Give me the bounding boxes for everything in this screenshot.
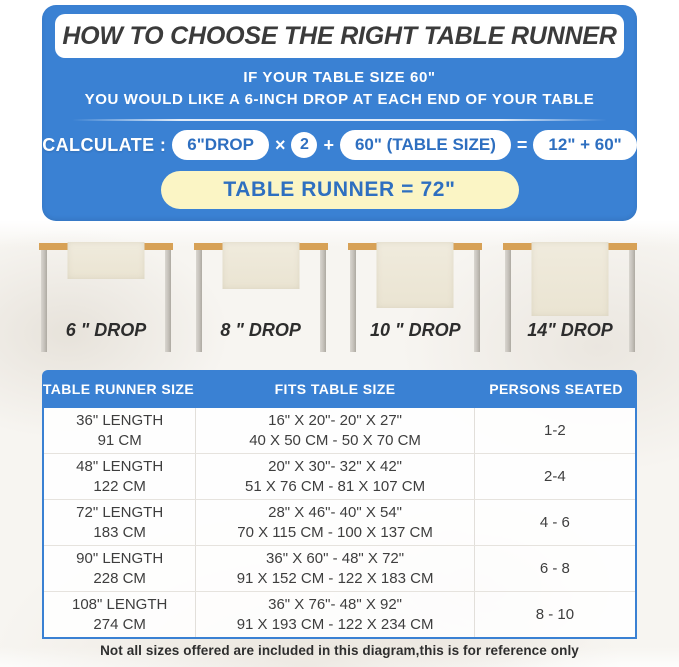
result-pill: TABLE RUNNER = 72" xyxy=(160,171,519,209)
equals-sign: = xyxy=(516,134,528,155)
table-row: 108" LENGTH 274 CM 36" X 76"- 48" X 92" 91 … xyxy=(44,591,635,637)
table-figure: 10 " DROP xyxy=(348,242,483,355)
runner-size-cell: 90" LENGTH 228 CM xyxy=(76,550,164,587)
runner-size-cell: 72" LENGTH 183 CM xyxy=(76,504,164,541)
table-row: 90" LENGTH 228 CM 36" X 60" - 48" X 72" 91 … xyxy=(44,545,635,591)
drop-diagram: 6 " DROP 8 " DROP 10 " DROP 14" DROP xyxy=(39,242,637,355)
multiplier-circle: 2 xyxy=(291,132,318,158)
drop-label: 8 " DROP xyxy=(220,320,301,340)
drop-label: 6 " DROP xyxy=(65,320,147,340)
table-runner xyxy=(531,242,609,316)
fits-table-size-cell: 36" X 76"- 48" X 92" 91 X 193 CM - 122 X … xyxy=(195,592,473,637)
plus-sign: + xyxy=(323,134,334,155)
calculate-label: CALCULATE : xyxy=(42,134,167,155)
column-header-runner-size: TABLE RUNNER SIZE xyxy=(42,381,195,397)
persons-seated-cell: 8 - 10 xyxy=(473,592,635,637)
fits-table-size-cell: 16" X 20"- 20" X 27" 40 X 50 CM - 50 X 70… xyxy=(195,408,473,453)
table-leg xyxy=(628,250,635,352)
size-table-body: 36" LENGTH 91 CM 16" X 20"- 20" X 27" 40 X … xyxy=(42,408,637,639)
table-figure: 14" DROP xyxy=(502,242,637,355)
persons-seated-cell: 4 - 6 xyxy=(473,500,635,545)
persons-seated-cell: 1-2 xyxy=(473,408,635,453)
persons-seated-cell: 6 - 8 xyxy=(473,546,635,591)
table-leg xyxy=(350,250,357,352)
size-table-header: TABLE RUNNER SIZE FITS TABLE SIZE PERSON… xyxy=(42,370,637,408)
table-runner xyxy=(222,242,300,289)
sum-pill: 12" + 60" xyxy=(533,130,637,160)
fits-table-size-cell: 36" X 60" - 48" X 72" 91 X 152 CM - 122 X… xyxy=(195,546,473,591)
header-divider xyxy=(72,119,607,121)
table-leg xyxy=(474,250,481,352)
calculation-row: CALCULATE : 6"DROP × 2 + 60" (TABLE SIZE… xyxy=(42,129,637,161)
column-header-fits-table-size: FITS TABLE SIZE xyxy=(274,381,396,397)
subtitle-line-2: YOU WOULD LIKE A 6-INCH DROP AT EACH END… xyxy=(84,91,595,108)
table-leg xyxy=(319,250,326,352)
runner-size-cell: 108" LENGTH 274 CM xyxy=(71,596,168,633)
size-table: TABLE RUNNER SIZE FITS TABLE SIZE PERSON… xyxy=(42,370,637,639)
table-leg xyxy=(504,250,511,352)
drop-label: 14" DROP xyxy=(527,320,613,340)
header-panel: HOW TO CHOOSE THE RIGHT TABLE RUNNER IF … xyxy=(42,5,637,221)
table-leg xyxy=(165,250,171,352)
fits-table-size-cell: 20" X 30"- 32" X 42" 51 X 76 CM - 81 X 10… xyxy=(195,454,473,499)
drop-pill: 6"DROP xyxy=(172,130,269,160)
table-leg xyxy=(195,250,202,352)
fits-table-size-cell: 28" X 46"- 40" X 54" 70 X 115 CM - 100 X … xyxy=(195,500,473,545)
table-row: 36" LENGTH 91 CM 16" X 20"- 20" X 27" 40 X … xyxy=(44,408,635,453)
persons-seated-cell: 2-4 xyxy=(473,454,635,499)
table-runner xyxy=(376,242,454,308)
table-row: 72" LENGTH 183 CM 28" X 46"- 40" X 54" 70 X… xyxy=(44,499,635,545)
title-box: HOW TO CHOOSE THE RIGHT TABLE RUNNER xyxy=(55,14,624,58)
page-title: HOW TO CHOOSE THE RIGHT TABLE RUNNER xyxy=(62,21,617,50)
column-header-persons-seated: PERSONS SEATED xyxy=(489,381,623,397)
table-figure: 8 " DROP xyxy=(193,242,328,355)
table-leg xyxy=(41,250,47,352)
table-figure: 6 " DROP xyxy=(39,242,173,355)
times-sign: × xyxy=(274,134,286,155)
drop-label: 10 " DROP xyxy=(370,320,461,340)
footnote: Not all sizes offered are included in th… xyxy=(100,643,579,658)
table-size-pill: 60" (TABLE SIZE) xyxy=(339,130,511,160)
runner-size-cell: 36" LENGTH 91 CM xyxy=(76,412,164,449)
table-row: 48" LENGTH 122 CM 20" X 30"- 32" X 42" 51 X… xyxy=(44,453,635,499)
subtitle-line-1: IF YOUR TABLE SIZE 60" xyxy=(243,69,436,86)
runner-size-cell: 48" LENGTH 122 CM xyxy=(76,458,164,495)
table-runner xyxy=(67,242,145,279)
